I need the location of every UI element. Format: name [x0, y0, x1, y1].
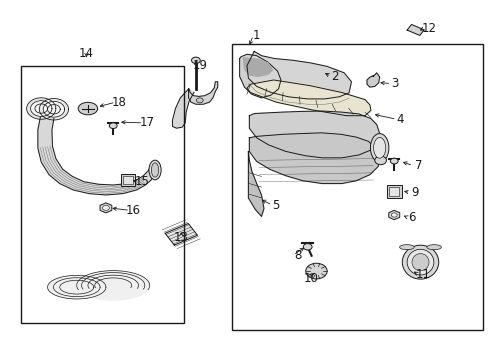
- Text: 14: 14: [79, 47, 94, 60]
- Bar: [386, 185, 401, 198]
- Text: 13: 13: [174, 231, 188, 244]
- Polygon shape: [39, 99, 68, 120]
- Text: 2: 2: [330, 70, 338, 83]
- Polygon shape: [366, 73, 379, 87]
- Circle shape: [390, 213, 396, 217]
- Text: 12: 12: [421, 22, 436, 35]
- Ellipse shape: [370, 134, 388, 162]
- Ellipse shape: [426, 245, 441, 249]
- Circle shape: [109, 123, 117, 129]
- Polygon shape: [77, 271, 149, 300]
- Text: 3: 3: [391, 77, 398, 90]
- Circle shape: [196, 98, 203, 103]
- Polygon shape: [188, 82, 217, 104]
- Bar: [122, 176, 132, 184]
- Bar: [232, 44, 482, 330]
- Ellipse shape: [149, 160, 161, 180]
- Bar: [120, 174, 135, 186]
- Text: 17: 17: [140, 116, 154, 129]
- Text: 4: 4: [396, 113, 403, 126]
- Polygon shape: [243, 58, 272, 76]
- Text: 5: 5: [272, 198, 279, 212]
- Circle shape: [102, 205, 109, 210]
- Text: 1: 1: [252, 29, 260, 42]
- Text: 18: 18: [111, 96, 126, 109]
- Text: 19: 19: [192, 59, 207, 72]
- Bar: [388, 187, 398, 196]
- Polygon shape: [239, 54, 281, 98]
- Circle shape: [191, 57, 200, 64]
- Ellipse shape: [407, 249, 433, 275]
- Polygon shape: [35, 104, 47, 113]
- Circle shape: [305, 263, 326, 279]
- Text: 11: 11: [415, 268, 430, 281]
- Polygon shape: [27, 98, 56, 119]
- Ellipse shape: [78, 102, 98, 115]
- Polygon shape: [47, 105, 60, 114]
- Polygon shape: [47, 275, 106, 299]
- Text: 7: 7: [414, 159, 422, 172]
- Ellipse shape: [151, 163, 159, 177]
- Polygon shape: [249, 111, 379, 158]
- Polygon shape: [43, 102, 64, 117]
- Polygon shape: [248, 152, 264, 216]
- Polygon shape: [31, 101, 52, 116]
- Ellipse shape: [373, 138, 385, 158]
- Polygon shape: [165, 224, 197, 245]
- Polygon shape: [172, 89, 194, 128]
- Ellipse shape: [402, 245, 438, 279]
- Polygon shape: [246, 51, 351, 99]
- Text: 6: 6: [407, 211, 415, 224]
- Circle shape: [389, 158, 397, 164]
- Polygon shape: [38, 117, 154, 195]
- Polygon shape: [407, 24, 423, 35]
- Text: 10: 10: [304, 272, 318, 285]
- Ellipse shape: [399, 245, 413, 249]
- Circle shape: [303, 244, 311, 250]
- Bar: [21, 66, 183, 323]
- Circle shape: [374, 156, 386, 165]
- Text: 16: 16: [126, 204, 141, 217]
- Polygon shape: [246, 80, 370, 116]
- Polygon shape: [249, 133, 379, 184]
- Text: 9: 9: [410, 186, 418, 199]
- Text: 15: 15: [135, 175, 149, 188]
- Text: 8: 8: [294, 248, 301, 261]
- Ellipse shape: [411, 253, 428, 271]
